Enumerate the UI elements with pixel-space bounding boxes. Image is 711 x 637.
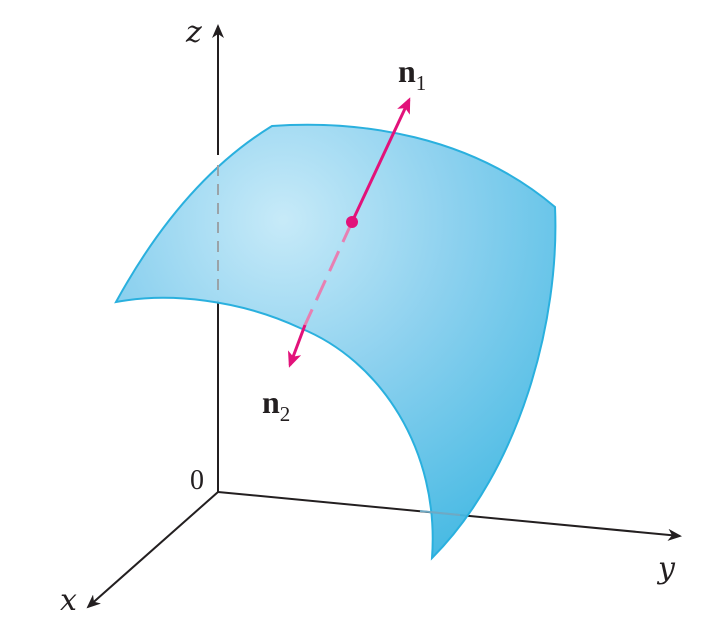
y-axis-hidden xyxy=(419,510,461,516)
y-axis-label: y xyxy=(656,551,676,586)
n1-label: n1 xyxy=(398,53,426,95)
n2-label: n2 xyxy=(262,384,290,426)
normal-vector-n2-hidden xyxy=(303,221,354,326)
surface-point xyxy=(346,216,358,228)
normal-vector-n2 xyxy=(288,324,307,368)
normal-vector-n1 xyxy=(350,97,411,223)
origin-label: 0 xyxy=(190,465,204,496)
z-axis-label: z xyxy=(185,15,202,50)
x-axis-label: x xyxy=(60,583,77,618)
surface-patch xyxy=(114,123,557,561)
x-axis xyxy=(86,491,219,609)
